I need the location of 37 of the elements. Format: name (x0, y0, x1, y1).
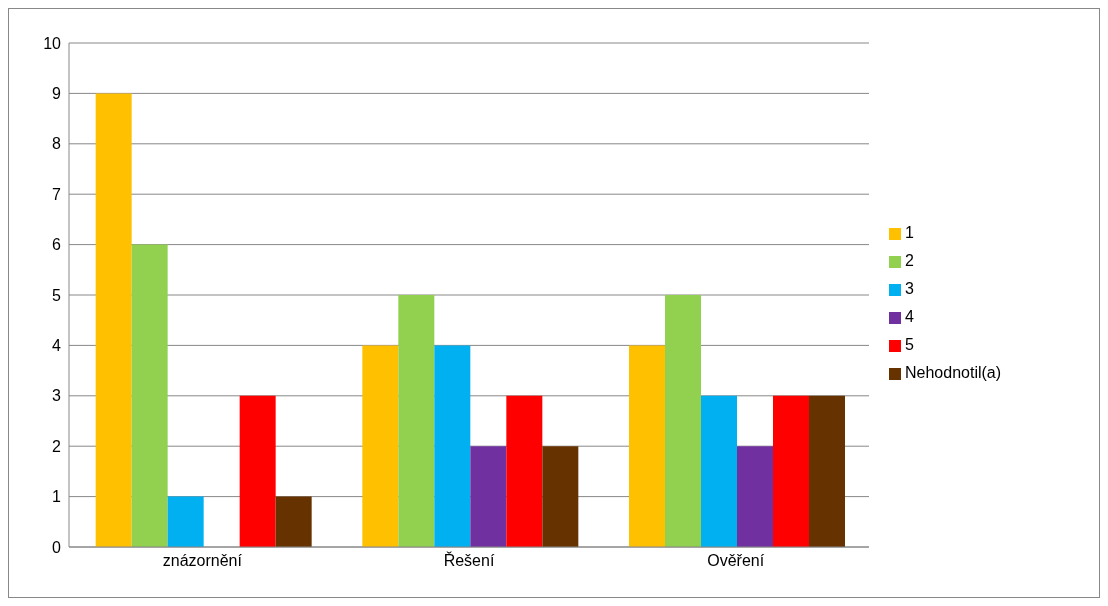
bar (809, 395, 845, 547)
y-tick-label: 0 (52, 538, 62, 556)
y-tick-label: 5 (52, 286, 62, 304)
bar (131, 244, 168, 547)
y-tick-label: 3 (52, 387, 62, 405)
bar (275, 496, 312, 547)
bar (470, 446, 507, 547)
y-tick-label: 8 (52, 135, 62, 153)
legend-label: 3 (905, 280, 914, 297)
legend-label: 2 (905, 252, 914, 269)
legend-label: Nehodnotil(a) (905, 364, 1002, 381)
y-tick-label: 7 (52, 185, 62, 203)
bar (773, 395, 809, 547)
bar (629, 345, 665, 547)
bar (95, 93, 132, 547)
x-tick-label: Řešení (443, 551, 495, 570)
bar (701, 395, 737, 547)
y-tick-label: 4 (52, 337, 62, 355)
y-tick-label: 10 (43, 34, 62, 52)
y-tick-label: 1 (52, 488, 62, 506)
x-tick-label: znázornění (162, 552, 243, 570)
legend-label: 4 (905, 308, 914, 325)
bar (362, 345, 399, 547)
legend-label: 1 (905, 224, 914, 241)
bar (737, 446, 773, 547)
legend-label: 5 (905, 336, 914, 353)
bar (542, 446, 579, 547)
y-tick-label: 9 (52, 85, 62, 103)
bar (506, 395, 543, 547)
y-tick-label: 2 (52, 437, 62, 455)
bar (665, 295, 701, 547)
y-tick-label: 6 (52, 236, 62, 254)
bar (167, 496, 204, 547)
x-tick-label: Ověření (707, 552, 765, 570)
bar (239, 395, 276, 547)
bar (434, 345, 471, 547)
bar (398, 295, 435, 547)
